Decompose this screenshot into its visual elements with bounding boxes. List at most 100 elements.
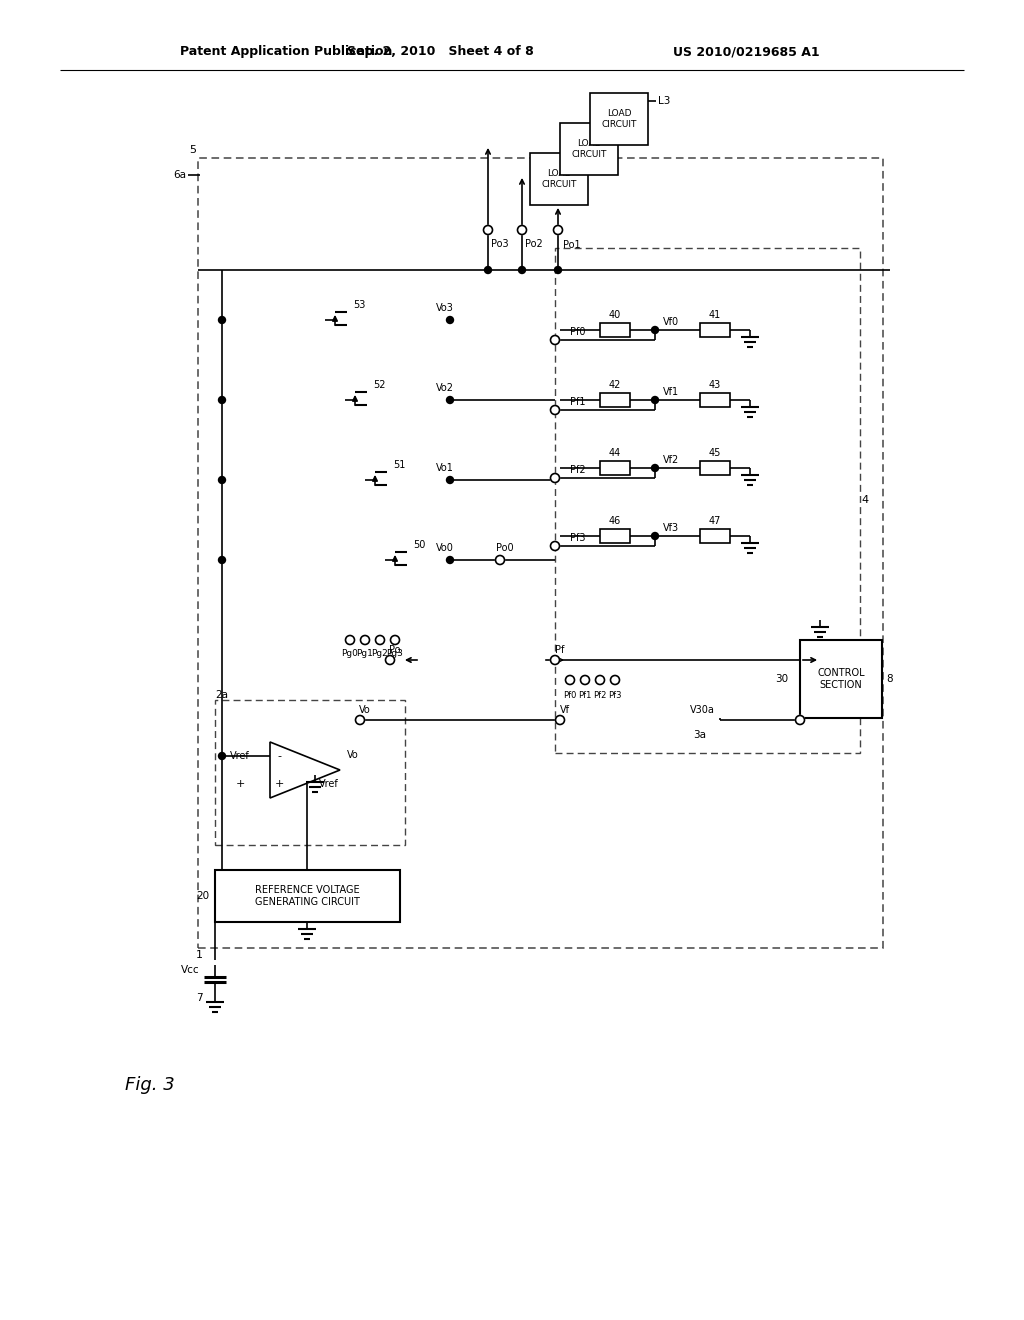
- Text: Vo: Vo: [359, 705, 371, 715]
- Text: Vo3: Vo3: [436, 304, 454, 313]
- Circle shape: [446, 477, 454, 483]
- Bar: [600, 461, 630, 475]
- Text: US 2010/0219685 A1: US 2010/0219685 A1: [674, 45, 820, 58]
- Text: Po2: Po2: [525, 239, 543, 249]
- Circle shape: [483, 226, 493, 235]
- Bar: [700, 461, 730, 475]
- Circle shape: [355, 715, 365, 725]
- Text: Pf2: Pf2: [593, 690, 606, 700]
- Text: Vf1: Vf1: [663, 387, 679, 397]
- Bar: [600, 393, 630, 407]
- Text: REFERENCE VOLTAGE
GENERATING CIRCUIT: REFERENCE VOLTAGE GENERATING CIRCUIT: [255, 886, 359, 907]
- Text: Pf: Pf: [555, 645, 564, 655]
- Circle shape: [446, 396, 454, 404]
- Text: +: +: [274, 779, 284, 789]
- Circle shape: [218, 317, 225, 323]
- Text: Pf1: Pf1: [579, 690, 592, 700]
- Text: Vo: Vo: [347, 750, 358, 760]
- Text: Pf0: Pf0: [563, 690, 577, 700]
- Text: 42: 42: [609, 380, 622, 389]
- Text: Pg1: Pg1: [356, 649, 374, 659]
- Circle shape: [565, 676, 574, 685]
- Bar: [700, 529, 730, 543]
- Circle shape: [651, 532, 658, 540]
- Text: LOAD
CIRCUIT: LOAD CIRCUIT: [571, 140, 606, 158]
- Text: 44: 44: [609, 447, 622, 458]
- Bar: [215, 870, 400, 921]
- Circle shape: [360, 635, 370, 644]
- Text: Po3: Po3: [490, 239, 509, 249]
- Text: -: -: [278, 751, 281, 762]
- Text: 4: 4: [861, 495, 868, 506]
- Text: 2a: 2a: [215, 690, 228, 700]
- Bar: [700, 323, 730, 337]
- Circle shape: [345, 635, 354, 644]
- Text: 41: 41: [709, 310, 721, 319]
- Text: 40: 40: [609, 310, 622, 319]
- Text: Pg3: Pg3: [387, 649, 403, 659]
- Text: 53: 53: [353, 300, 366, 310]
- Circle shape: [551, 474, 559, 483]
- Text: Pg0: Pg0: [342, 649, 358, 659]
- Circle shape: [554, 226, 562, 235]
- Text: L1: L1: [598, 156, 610, 166]
- Text: 46: 46: [609, 516, 622, 525]
- Circle shape: [218, 396, 225, 404]
- Circle shape: [376, 635, 384, 644]
- Text: Vcc: Vcc: [181, 965, 200, 975]
- Text: 1: 1: [196, 950, 203, 960]
- Bar: [215, 700, 406, 845]
- Circle shape: [446, 557, 454, 564]
- Circle shape: [390, 635, 399, 644]
- Text: L3: L3: [658, 96, 671, 106]
- Bar: [700, 393, 730, 407]
- Text: Vo0: Vo0: [436, 543, 454, 553]
- Text: 5: 5: [189, 145, 196, 154]
- Text: Vref: Vref: [319, 779, 339, 789]
- Text: 30: 30: [775, 675, 788, 684]
- Circle shape: [651, 396, 658, 404]
- Circle shape: [218, 557, 225, 564]
- Text: Pf2: Pf2: [570, 465, 586, 475]
- Text: Vf: Vf: [560, 705, 570, 715]
- Text: 7: 7: [197, 993, 203, 1003]
- Text: 47: 47: [709, 516, 721, 525]
- Text: CONTROL
SECTION: CONTROL SECTION: [817, 668, 865, 690]
- Circle shape: [551, 541, 559, 550]
- Text: +: +: [236, 779, 245, 789]
- Text: V30a: V30a: [690, 705, 715, 715]
- Circle shape: [551, 656, 559, 664]
- Circle shape: [555, 715, 564, 725]
- Text: 8: 8: [887, 675, 893, 684]
- Text: 50: 50: [413, 540, 425, 550]
- Bar: [800, 640, 882, 718]
- Circle shape: [651, 465, 658, 471]
- Text: Pf3: Pf3: [570, 533, 586, 543]
- Text: Patent Application Publication: Patent Application Publication: [180, 45, 392, 58]
- Circle shape: [610, 676, 620, 685]
- Circle shape: [496, 556, 505, 565]
- Circle shape: [446, 317, 454, 323]
- Text: 45: 45: [709, 447, 721, 458]
- Text: 3a: 3a: [693, 730, 707, 741]
- Circle shape: [385, 656, 394, 664]
- Text: Po: Po: [389, 645, 400, 655]
- Text: Pf0: Pf0: [570, 327, 586, 337]
- Text: LOAD
CIRCUIT: LOAD CIRCUIT: [601, 110, 637, 129]
- Text: Vo1: Vo1: [436, 463, 454, 473]
- Circle shape: [218, 752, 225, 759]
- Text: LOAD
CIRCUIT: LOAD CIRCUIT: [542, 169, 577, 189]
- Text: 43: 43: [709, 380, 721, 389]
- Text: Pg2: Pg2: [372, 649, 388, 659]
- Text: Sep. 2, 2010   Sheet 4 of 8: Sep. 2, 2010 Sheet 4 of 8: [347, 45, 534, 58]
- Circle shape: [581, 676, 590, 685]
- Bar: [600, 323, 630, 337]
- Text: Pf3: Pf3: [608, 690, 622, 700]
- Text: Vf2: Vf2: [663, 455, 679, 465]
- Text: Vref: Vref: [230, 751, 250, 762]
- Bar: [555, 248, 860, 752]
- Circle shape: [651, 326, 658, 334]
- Text: 52: 52: [373, 380, 385, 389]
- Text: L2: L2: [628, 125, 640, 136]
- Text: 20: 20: [197, 891, 210, 902]
